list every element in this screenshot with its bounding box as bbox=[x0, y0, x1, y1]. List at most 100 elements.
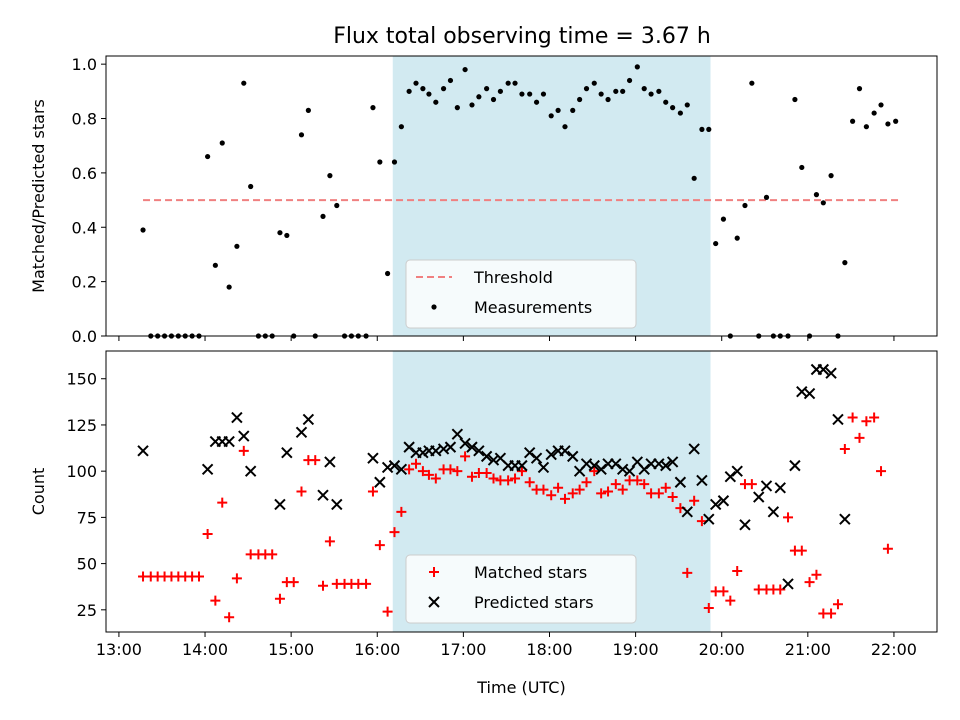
measurement-point bbox=[742, 202, 748, 209]
predicted-star-point bbox=[839, 513, 851, 525]
predicted-star-point bbox=[274, 498, 286, 511]
matched-star-point bbox=[667, 492, 678, 503]
matched-star-point bbox=[217, 497, 228, 508]
predicted-star-point bbox=[487, 454, 500, 466]
matched-star-point bbox=[460, 451, 471, 462]
measurement-point bbox=[605, 96, 611, 103]
x-axis-label: Time (UTC) bbox=[476, 678, 565, 697]
measurement-point bbox=[505, 80, 511, 86]
predicted-star-point bbox=[696, 474, 708, 487]
matched-star-point bbox=[839, 443, 850, 454]
matched-star-point bbox=[396, 506, 407, 517]
matched-star-point bbox=[696, 516, 707, 527]
matched-star-point bbox=[725, 595, 736, 606]
measurement-point bbox=[462, 66, 468, 73]
measurement-point bbox=[878, 102, 884, 108]
predicted-star-point bbox=[588, 459, 600, 472]
predicted-star-point bbox=[767, 506, 780, 518]
measurement-point bbox=[699, 126, 705, 132]
measurement-point bbox=[820, 200, 826, 206]
measurement-point bbox=[519, 91, 525, 97]
matched-star-point bbox=[660, 482, 671, 493]
matched-star-point bbox=[610, 479, 621, 490]
matched-star-point bbox=[811, 569, 822, 580]
measurement-point bbox=[583, 86, 590, 92]
predicted-star-point bbox=[530, 452, 543, 464]
y-tick-label: 1.0 bbox=[72, 55, 97, 74]
predicted-star-point bbox=[473, 445, 485, 457]
matched-star-point bbox=[746, 479, 757, 490]
predicted-star-point bbox=[774, 482, 786, 494]
x-tick-label: 17:00 bbox=[440, 640, 486, 659]
measurement-point bbox=[871, 110, 877, 116]
measurement-point bbox=[440, 86, 447, 92]
matched-star-point bbox=[559, 493, 570, 504]
measurement-point bbox=[420, 86, 426, 92]
measurement-point bbox=[720, 216, 727, 222]
matched-star-point bbox=[466, 471, 477, 482]
predicted-star-point bbox=[545, 448, 557, 461]
predicted-star-point bbox=[388, 459, 401, 472]
predicted-star-point bbox=[437, 443, 450, 455]
predicted-star-point bbox=[374, 476, 386, 488]
predicted-star-point bbox=[660, 459, 672, 472]
matched-star-point bbox=[882, 543, 893, 554]
matched-star-point bbox=[869, 412, 880, 423]
measurement-point bbox=[656, 88, 662, 94]
predicted-star-point bbox=[559, 445, 571, 457]
matched-star-point bbox=[703, 602, 714, 613]
matched-star-point bbox=[445, 464, 456, 475]
matched-star-point bbox=[194, 571, 205, 582]
measurement-point bbox=[398, 124, 404, 130]
predicted-star-point bbox=[324, 456, 336, 468]
matched-star-point bbox=[202, 529, 213, 540]
y-tick-label: 0.8 bbox=[72, 110, 97, 129]
measurement-point bbox=[377, 159, 383, 165]
chart-title: Flux total observing time = 3.67 h bbox=[333, 24, 711, 49]
measurement-point bbox=[763, 194, 770, 200]
matched-star-point bbox=[318, 580, 329, 591]
measurement-point bbox=[749, 80, 755, 86]
measurement-point bbox=[863, 124, 869, 130]
x-tick-label: 18:00 bbox=[526, 640, 572, 659]
measurement-point bbox=[384, 270, 391, 277]
y-tick-label: 0.2 bbox=[72, 273, 97, 292]
matched-star-point bbox=[653, 488, 664, 499]
predicted-star-point bbox=[760, 480, 773, 492]
legend-predicted-marker bbox=[428, 596, 440, 608]
matched-star-point bbox=[224, 612, 235, 623]
matched-star-point bbox=[632, 475, 643, 486]
predicted-star-point bbox=[739, 519, 751, 531]
predicted-star-point bbox=[381, 461, 394, 474]
matched-star-point bbox=[589, 466, 600, 477]
measurement-point bbox=[334, 202, 340, 209]
measurement-point bbox=[577, 96, 583, 103]
measurement-point bbox=[391, 159, 398, 165]
measurement-point bbox=[792, 96, 798, 103]
matched-star-point bbox=[826, 608, 837, 619]
predicted-star-point bbox=[281, 446, 293, 459]
measurement-point bbox=[799, 164, 805, 171]
y-tick-label: 0.4 bbox=[72, 218, 97, 237]
matched-star-point bbox=[804, 577, 815, 588]
matched-star-point bbox=[524, 477, 535, 488]
measurement-point bbox=[533, 99, 540, 105]
predicted-star-point bbox=[295, 426, 308, 439]
y-tick-label: 0.0 bbox=[72, 327, 97, 346]
legend-label: Matched stars bbox=[474, 563, 587, 582]
measurement-point bbox=[476, 94, 482, 100]
measurement-point bbox=[842, 260, 848, 266]
matched-star-point bbox=[361, 578, 372, 589]
x-tick-label: 13:00 bbox=[96, 640, 142, 659]
measurement-point bbox=[433, 99, 439, 105]
predicted-star-point bbox=[516, 459, 528, 472]
matched-star-point bbox=[417, 466, 428, 477]
predicted-star-point bbox=[231, 411, 243, 424]
measurement-point bbox=[548, 113, 554, 119]
measurement-point bbox=[893, 118, 899, 124]
matched-star-point bbox=[503, 475, 514, 486]
measurement-point bbox=[248, 183, 254, 190]
predicted-star-point bbox=[480, 450, 493, 463]
matched-star-point bbox=[310, 455, 321, 466]
x-tick-label: 15:00 bbox=[268, 640, 314, 659]
